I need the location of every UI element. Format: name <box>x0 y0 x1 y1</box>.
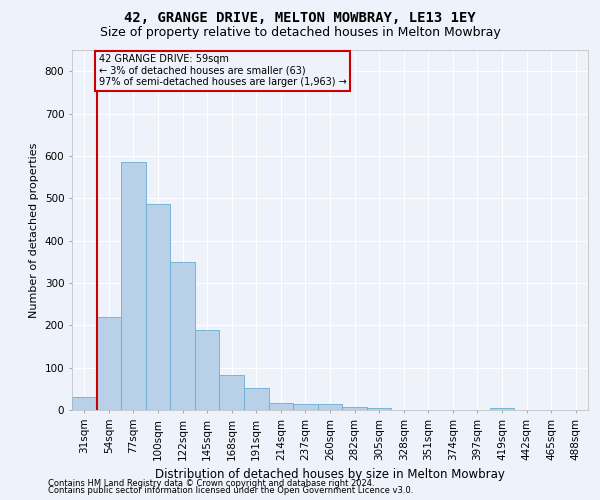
Text: Size of property relative to detached houses in Melton Mowbray: Size of property relative to detached ho… <box>100 26 500 39</box>
Text: Contains public sector information licensed under the Open Government Licence v3: Contains public sector information licen… <box>48 486 413 495</box>
Text: 42, GRANGE DRIVE, MELTON MOWBRAY, LE13 1EY: 42, GRANGE DRIVE, MELTON MOWBRAY, LE13 1… <box>124 11 476 25</box>
Bar <box>367 408 391 410</box>
Bar <box>269 403 293 410</box>
Bar <box>97 317 121 410</box>
Bar <box>195 330 220 410</box>
Bar <box>490 408 514 410</box>
X-axis label: Distribution of detached houses by size in Melton Mowbray: Distribution of detached houses by size … <box>155 468 505 481</box>
Bar <box>318 404 342 410</box>
Bar <box>72 398 97 410</box>
Bar <box>220 375 244 410</box>
Bar <box>293 404 318 410</box>
Bar <box>244 388 269 410</box>
Bar <box>170 262 195 410</box>
Text: 42 GRANGE DRIVE: 59sqm
← 3% of detached houses are smaller (63)
97% of semi-deta: 42 GRANGE DRIVE: 59sqm ← 3% of detached … <box>98 54 346 88</box>
Bar <box>342 406 367 410</box>
Y-axis label: Number of detached properties: Number of detached properties <box>29 142 39 318</box>
Bar <box>121 162 146 410</box>
Text: Contains HM Land Registry data © Crown copyright and database right 2024.: Contains HM Land Registry data © Crown c… <box>48 478 374 488</box>
Bar <box>146 204 170 410</box>
